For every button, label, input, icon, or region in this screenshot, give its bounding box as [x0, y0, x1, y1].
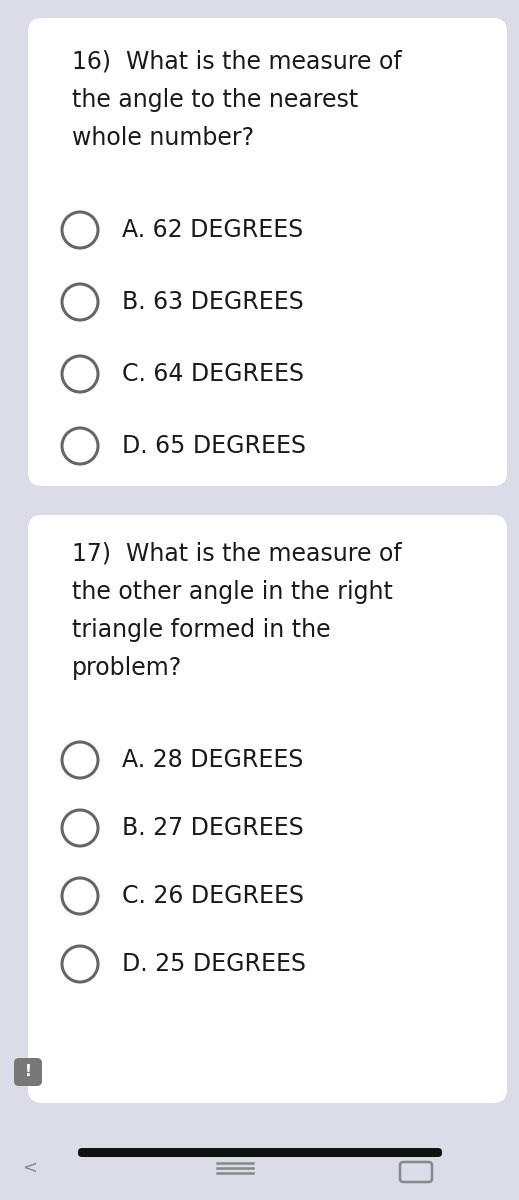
Circle shape: [62, 428, 98, 464]
Text: whole number?: whole number?: [72, 126, 254, 150]
Circle shape: [62, 742, 98, 778]
Text: triangle formed in the: triangle formed in the: [72, 618, 331, 642]
FancyBboxPatch shape: [14, 1058, 42, 1086]
FancyBboxPatch shape: [78, 1148, 442, 1157]
Text: !: !: [24, 1064, 32, 1080]
FancyBboxPatch shape: [28, 515, 507, 1103]
Circle shape: [62, 284, 98, 320]
Text: A. 28 DEGREES: A. 28 DEGREES: [122, 748, 304, 772]
Text: B. 63 DEGREES: B. 63 DEGREES: [122, 290, 304, 314]
Circle shape: [62, 356, 98, 392]
Text: A. 62 DEGREES: A. 62 DEGREES: [122, 218, 303, 242]
Circle shape: [62, 946, 98, 982]
Text: problem?: problem?: [72, 656, 182, 680]
Text: the angle to the nearest: the angle to the nearest: [72, 88, 358, 112]
Circle shape: [62, 878, 98, 914]
Text: 17)  What is the measure of: 17) What is the measure of: [72, 542, 402, 566]
Text: C. 64 DEGREES: C. 64 DEGREES: [122, 362, 304, 386]
Text: B. 27 DEGREES: B. 27 DEGREES: [122, 816, 304, 840]
Circle shape: [62, 212, 98, 248]
Text: D. 25 DEGREES: D. 25 DEGREES: [122, 952, 306, 976]
Text: C. 26 DEGREES: C. 26 DEGREES: [122, 884, 304, 908]
Text: D. 65 DEGREES: D. 65 DEGREES: [122, 434, 306, 458]
Circle shape: [62, 810, 98, 846]
FancyBboxPatch shape: [28, 18, 507, 486]
Text: the other angle in the right: the other angle in the right: [72, 580, 393, 604]
Text: <: <: [22, 1159, 37, 1177]
Text: 16)  What is the measure of: 16) What is the measure of: [72, 50, 402, 74]
